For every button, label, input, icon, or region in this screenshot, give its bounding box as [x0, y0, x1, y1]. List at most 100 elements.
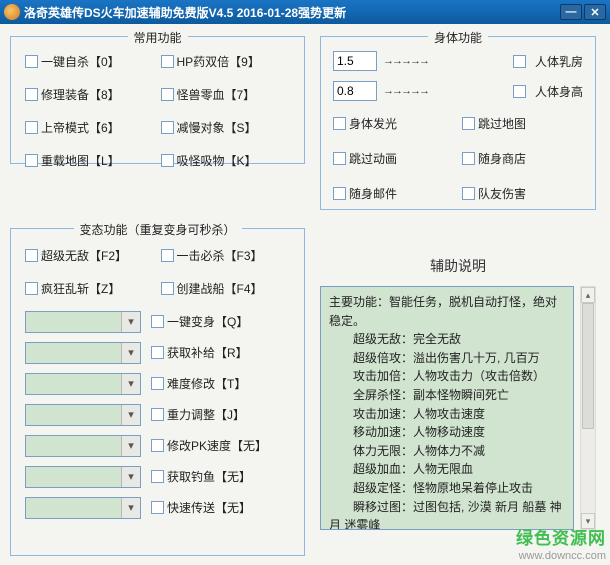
help-line-0: 主要功能：智能任务，脱机自动打怪，绝对稳定。 [329, 293, 565, 330]
checkbox-label-common-4: 上帝模式【6】 [41, 119, 120, 136]
mutant-row-4: 修改PK速度【无】 [25, 433, 290, 458]
checkbox-body-2[interactable] [333, 152, 346, 165]
checkbox-mutant-6[interactable] [151, 501, 164, 514]
checkbox-body-1[interactable] [462, 117, 475, 130]
input-height[interactable] [333, 81, 377, 101]
checkbox-row-mutant-top-0: 超级无敌【F2】 [25, 247, 155, 264]
panel-common-title: 常用功能 [127, 29, 187, 46]
watermark-line1: 绿色资源网 [516, 529, 606, 549]
checkbox-common-4[interactable] [25, 121, 38, 134]
checkbox-mutant-5[interactable] [151, 470, 164, 483]
watermark-line2: www.downcc.com [516, 550, 606, 563]
checkbox-row-mutant-5: 获取钓鱼【无】 [151, 468, 251, 485]
help-line-1: 超级无敌：完全无敌 [329, 330, 565, 349]
scroll-down-button[interactable]: ▾ [581, 513, 595, 529]
help-line-5: 攻击加速：人物攻击速度 [329, 405, 565, 424]
checkbox-common-6[interactable] [25, 154, 38, 167]
arrows-icon: →→→→→ [383, 85, 507, 97]
scrollbar[interactable]: ▴ ▾ [580, 286, 596, 530]
checkbox-label-mutant-3: 重力调整【J】 [167, 406, 245, 423]
window-controls: — ✕ [560, 4, 606, 20]
checkbox-row-mutant-6: 快速传送【无】 [151, 499, 251, 516]
dropdown-mutant-2[interactable] [25, 373, 141, 395]
checkbox-row-common-3: 怪兽零血【7】 [161, 86, 291, 103]
help-line-6: 移动加速：人物移动速度 [329, 423, 565, 442]
panel-body-title: 身体功能 [428, 29, 488, 46]
mutant-row-2: 难度修改【T】 [25, 371, 290, 396]
close-button[interactable]: ✕ [584, 4, 606, 20]
checkbox-mutant-top-3[interactable] [161, 282, 174, 295]
checkbox-row-body-2: 跳过动画 [333, 150, 454, 167]
checkbox-label-body-3: 随身商店 [478, 150, 526, 167]
dropdown-mutant-1[interactable] [25, 342, 141, 364]
checkbox-common-1[interactable] [161, 55, 174, 68]
checkbox-row-mutant-top-3: 创建战船【F4】 [161, 280, 291, 297]
checkbox-mutant-top-2[interactable] [25, 282, 38, 295]
checkbox-label-mutant-top-3: 创建战船【F4】 [177, 280, 263, 297]
mutant-row-6: 快速传送【无】 [25, 495, 290, 520]
checkbox-mutant-top-0[interactable] [25, 249, 38, 262]
input-breast[interactable] [333, 51, 377, 71]
help-line-2: 超级倍攻：溢出伤害几十万, 几百万 [329, 349, 565, 368]
dropdown-mutant-4[interactable] [25, 435, 141, 457]
help-section: 辅助说明 主要功能：智能任务，脱机自动打怪，绝对稳定。超级无敌：完全无敌超级倍攻… [320, 256, 596, 530]
checkbox-mutant-2[interactable] [151, 377, 164, 390]
arrows-icon: →→→→→ [383, 55, 507, 67]
checkbox-row-mutant-top-2: 疯狂乱斩【Z】 [25, 280, 155, 297]
checkbox-body1[interactable] [513, 55, 526, 68]
dropdown-mutant-6[interactable] [25, 497, 141, 519]
scroll-up-button[interactable]: ▴ [581, 287, 595, 303]
checkbox-mutant-4[interactable] [151, 439, 164, 452]
scroll-track[interactable] [581, 303, 595, 513]
watermark: 绿色资源网 www.downcc.com [516, 529, 606, 563]
checkbox-row-mutant-3: 重力调整【J】 [151, 406, 245, 423]
panel-mutant: 变态功能（重复变身可秒杀） 超级无敌【F2】一击必杀【F3】疯狂乱斩【Z】创建战… [10, 228, 305, 556]
mutant-row-1: 获取补给【R】 [25, 340, 290, 365]
checkbox-mutant-top-1[interactable] [161, 249, 174, 262]
checkbox-row-common-7: 吸怪吸物【K】 [161, 152, 291, 169]
checkbox-label-mutant-5: 获取钓鱼【无】 [167, 468, 251, 485]
checkbox-mutant-0[interactable] [151, 315, 164, 328]
checkbox-body2[interactable] [513, 85, 526, 98]
checkbox-label-mutant-1: 获取补给【R】 [167, 344, 248, 361]
dropdown-mutant-5[interactable] [25, 466, 141, 488]
checkbox-row-mutant-1: 获取补给【R】 [151, 344, 248, 361]
checkbox-body-3[interactable] [462, 152, 475, 165]
checkbox-common-5[interactable] [161, 121, 174, 134]
label-body2: 人体身高 [535, 83, 583, 100]
checkbox-common-3[interactable] [161, 88, 174, 101]
checkbox-common-2[interactable] [25, 88, 38, 101]
help-line-10: 瞬移过图：过图包括, 沙漠 新月 船墓 神月 迷雾峰 [329, 498, 565, 530]
checkbox-mutant-1[interactable] [151, 346, 164, 359]
checkbox-label-common-7: 吸怪吸物【K】 [177, 152, 257, 169]
mutant-row-5: 获取钓鱼【无】 [25, 464, 290, 489]
checkbox-body-5[interactable] [462, 187, 475, 200]
dropdown-mutant-3[interactable] [25, 404, 141, 426]
help-line-9: 超级定怪：怪物原地呆着停止攻击 [329, 479, 565, 498]
checkbox-row-common-1: HP药双倍【9】 [161, 53, 291, 70]
checkbox-mutant-3[interactable] [151, 408, 164, 421]
checkbox-label-common-5: 减慢对象【S】 [177, 119, 257, 136]
checkbox-row-body-5: 队友伤害 [462, 185, 583, 202]
checkbox-row-body-1: 跳过地图 [462, 115, 583, 132]
checkbox-label-common-1: HP药双倍【9】 [177, 53, 260, 70]
checkbox-row-common-4: 上帝模式【6】 [25, 119, 155, 136]
checkbox-common-7[interactable] [161, 154, 174, 167]
checkbox-label-body-2: 跳过动画 [349, 150, 397, 167]
checkbox-body-4[interactable] [333, 187, 346, 200]
label-body1: 人体乳房 [535, 53, 583, 70]
minimize-button[interactable]: — [560, 4, 582, 20]
checkbox-label-body-0: 身体发光 [349, 115, 397, 132]
checkbox-body-0[interactable] [333, 117, 346, 130]
checkbox-label-common-0: 一键自杀【0】 [41, 53, 120, 70]
dropdown-mutant-0[interactable] [25, 311, 141, 333]
scroll-thumb[interactable] [582, 303, 594, 429]
checkbox-label-mutant-6: 快速传送【无】 [167, 499, 251, 516]
checkbox-label-common-3: 怪兽零血【7】 [177, 86, 256, 103]
help-line-3: 攻击加倍：人物攻击力（攻击倍数） [329, 367, 565, 386]
checkbox-row-common-6: 重载地图【L】 [25, 152, 155, 169]
checkbox-common-0[interactable] [25, 55, 38, 68]
help-textarea[interactable]: 主要功能：智能任务，脱机自动打怪，绝对稳定。超级无敌：完全无敌超级倍攻：溢出伤害… [320, 286, 574, 530]
checkbox-label-common-2: 修理装备【8】 [41, 86, 120, 103]
app-icon [4, 4, 20, 20]
